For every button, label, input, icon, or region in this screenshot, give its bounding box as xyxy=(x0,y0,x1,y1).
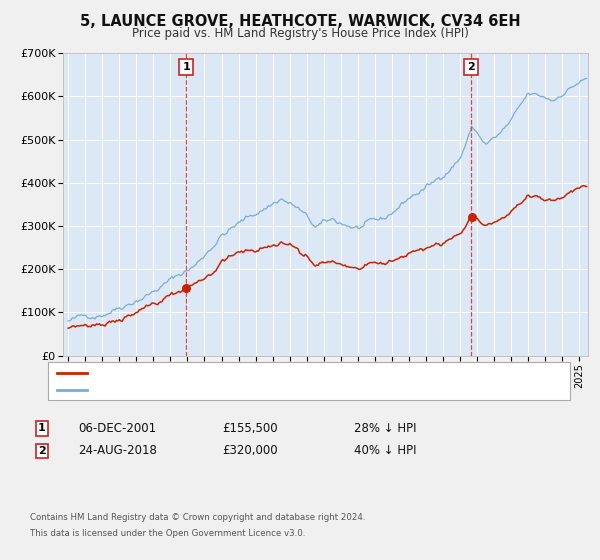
Text: 1: 1 xyxy=(38,423,46,433)
Text: Price paid vs. HM Land Registry's House Price Index (HPI): Price paid vs. HM Land Registry's House … xyxy=(131,27,469,40)
Text: 5, LAUNCE GROVE, HEATHCOTE, WARWICK, CV34 6EH (detached house): 5, LAUNCE GROVE, HEATHCOTE, WARWICK, CV3… xyxy=(93,368,469,378)
Text: 24-AUG-2018: 24-AUG-2018 xyxy=(78,444,157,458)
Text: £320,000: £320,000 xyxy=(222,444,278,458)
Text: 5, LAUNCE GROVE, HEATHCOTE, WARWICK, CV34 6EH: 5, LAUNCE GROVE, HEATHCOTE, WARWICK, CV3… xyxy=(80,14,520,29)
Text: Contains HM Land Registry data © Crown copyright and database right 2024.: Contains HM Land Registry data © Crown c… xyxy=(30,514,365,522)
Text: This data is licensed under the Open Government Licence v3.0.: This data is licensed under the Open Gov… xyxy=(30,529,305,538)
Text: 40% ↓ HPI: 40% ↓ HPI xyxy=(354,444,416,458)
Text: 2: 2 xyxy=(38,446,46,456)
Text: 1: 1 xyxy=(182,62,190,72)
Text: 06-DEC-2001: 06-DEC-2001 xyxy=(78,422,156,435)
Text: 2: 2 xyxy=(467,62,475,72)
Text: 28% ↓ HPI: 28% ↓ HPI xyxy=(354,422,416,435)
Text: £155,500: £155,500 xyxy=(222,422,278,435)
Text: HPI: Average price, detached house, Warwick: HPI: Average price, detached house, Warw… xyxy=(93,385,329,395)
